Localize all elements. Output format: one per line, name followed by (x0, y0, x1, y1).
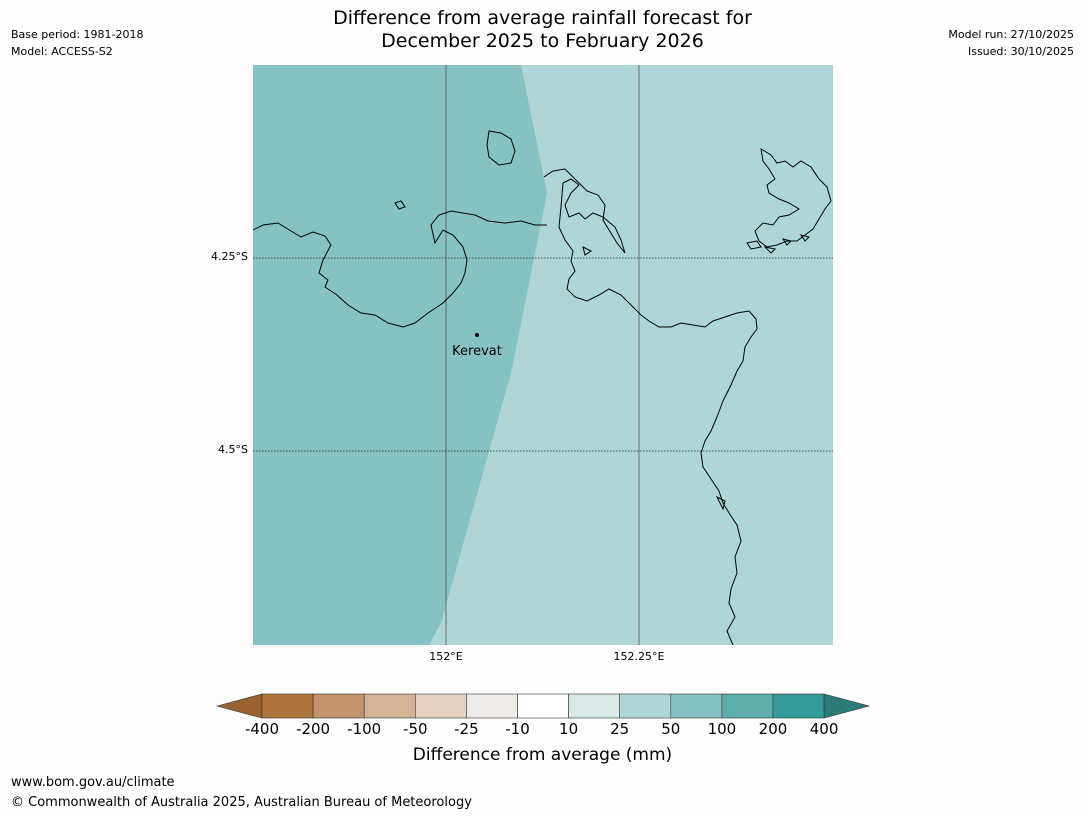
colorbar-bin (721, 693, 774, 719)
colorbar-tick-label: -10 (505, 720, 530, 738)
model-name: Model: ACCESS-S2 (11, 45, 113, 58)
colorbar-bin (415, 693, 467, 719)
colorbar-bin (517, 693, 569, 719)
location-dot-icon (475, 333, 479, 337)
colorbar-bin (772, 693, 825, 719)
region-50-100 (253, 65, 547, 645)
lon-label-152: 152°E (429, 650, 463, 663)
colorbar-tick-label: -100 (347, 720, 382, 738)
header-right: Model run: 27/10/2025 Issued: 30/10/2025 (948, 26, 1074, 60)
colorbar (215, 693, 871, 719)
footer-copyright: © Commonwealth of Australia 2025, Austra… (11, 795, 472, 810)
colorbar-tick-label: 200 (758, 720, 788, 738)
colorbar-tick-label: 25 (610, 720, 630, 738)
colorbar-tick-label: -400 (244, 720, 280, 738)
colorbar-tick-label: -50 (403, 720, 428, 738)
colorbar-tick-label: 50 (661, 720, 681, 738)
title-line-2: December 2025 to February 2026 (381, 30, 704, 52)
colorbar-bin (363, 693, 416, 719)
colorbar-bin (466, 693, 518, 719)
colorbar-tick-label: -200 (296, 720, 331, 738)
footer-url: www.bom.gov.au/climate (11, 775, 175, 790)
colorbar-bin (261, 693, 314, 719)
colorbar-bin (312, 693, 365, 719)
colorbar-extend-high (823, 693, 871, 719)
colorbar-extend-low (215, 693, 263, 719)
header-left: Base period: 1981-2018 Model: ACCESS-S2 (11, 26, 143, 60)
page-title: Difference from average rainfall forecas… (0, 7, 1085, 53)
colorbar-title: Difference from average (mm) (412, 745, 673, 765)
colorbar-bin (670, 693, 723, 719)
lat-label-4-25: 4.25°S (211, 250, 248, 263)
lat-label-4-5: 4.5°S (218, 443, 248, 456)
issued-date: Issued: 30/10/2025 (967, 45, 1074, 58)
base-period: Base period: 1981-2018 (11, 28, 144, 41)
lon-label-152-25: 152.25°E (613, 650, 665, 663)
model-run: Model run: 27/10/2025 (948, 28, 1074, 41)
colorbar-bin (568, 693, 621, 719)
rainfall-map: Kerevat (253, 65, 833, 645)
colorbar-bin (619, 693, 672, 719)
colorbar-tick-label: -25 (454, 720, 479, 738)
colorbar-tick-label: 400 (809, 720, 839, 738)
place-label: Kerevat (452, 344, 502, 359)
colorbar-tick-label: 100 (707, 720, 737, 738)
colorbar-tick-label: 10 (559, 720, 579, 738)
coastline (253, 130, 832, 645)
title-line-1: Difference from average rainfall forecas… (333, 7, 752, 29)
